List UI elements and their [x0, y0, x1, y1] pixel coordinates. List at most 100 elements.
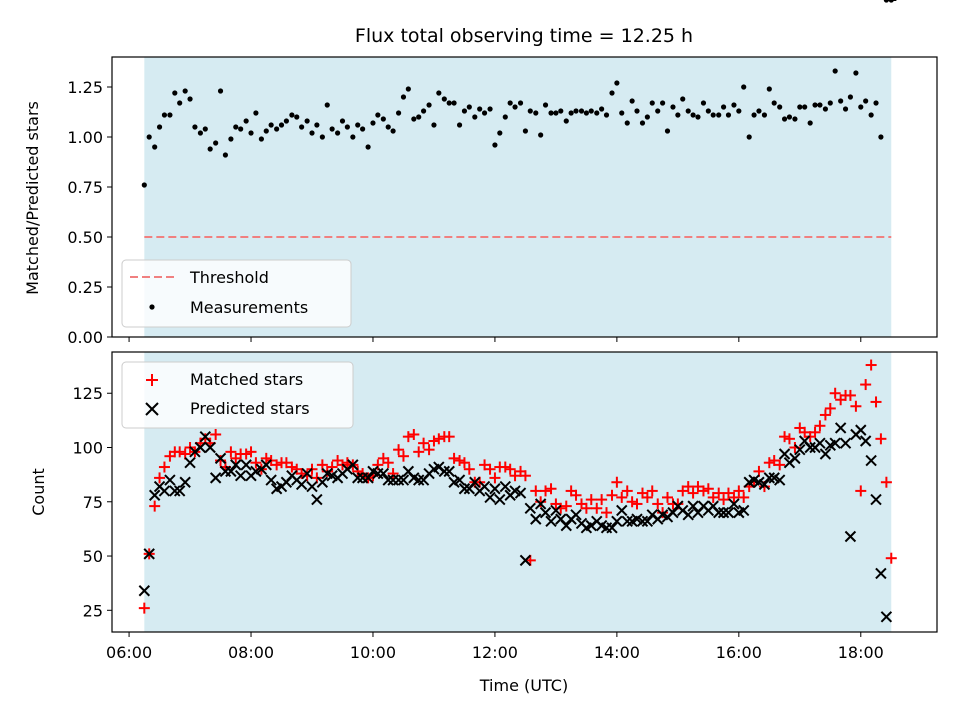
measurement-point	[573, 108, 579, 114]
x-tick-label: 14:00	[594, 643, 640, 662]
predicted-star-point	[260, 459, 272, 471]
measurement-point	[517, 100, 524, 106]
predicted-star-point	[789, 452, 801, 465]
top-panel-frame	[111, 56, 938, 338]
predicted-star-point	[616, 504, 628, 517]
measurement-point	[360, 126, 366, 132]
matched-star-point	[570, 489, 582, 501]
measurement-point	[863, 98, 869, 104]
matched-star-point	[728, 491, 740, 503]
matched-star-point	[210, 428, 222, 440]
legend-predicted-label: Predicted stars	[190, 399, 310, 418]
measurement-point	[375, 112, 381, 118]
matched-star-point	[352, 465, 364, 477]
measurement-point	[644, 114, 650, 120]
measurement-point	[472, 114, 478, 120]
matched-star-point	[499, 461, 511, 473]
legend-matched-label: Matched stars	[190, 370, 303, 389]
measurement-point	[492, 142, 498, 148]
predicted-star-point	[225, 465, 237, 478]
matched-star-point	[454, 455, 466, 467]
measurement-point	[466, 104, 472, 110]
predicted-star-point	[773, 474, 786, 486]
measurement-point	[751, 112, 757, 118]
matched-star-point	[850, 400, 862, 412]
predicted-star-point	[392, 474, 405, 486]
measurement-point	[802, 104, 808, 110]
predicted-star-point	[199, 430, 211, 443]
measurement-point	[781, 116, 788, 122]
matched-star-point	[738, 491, 750, 503]
predicted-star-point	[347, 459, 359, 471]
predicted-star-point	[855, 424, 867, 436]
measurement-point	[527, 108, 533, 114]
matched-star-point	[393, 444, 405, 456]
measurement-point	[314, 122, 320, 128]
legend-measurements-swatch	[149, 304, 155, 310]
top-panel-ylabel: Matched/Predicted stars	[23, 101, 42, 295]
measurement-point	[187, 96, 193, 102]
measurement-point	[858, 104, 864, 110]
measurement-point	[583, 110, 589, 116]
measurement-point	[634, 108, 640, 114]
measurement-point	[619, 110, 625, 116]
predicted-star-point	[636, 515, 649, 528]
chart-title: Flux total observing time = 12.25 h	[355, 25, 693, 47]
measurement-point	[797, 104, 803, 110]
y-tick-label: 0.75	[67, 178, 103, 197]
predicted-star-point	[545, 515, 557, 528]
matched-star-point	[855, 485, 867, 497]
measurement-point	[695, 114, 701, 120]
predicted-star-point	[514, 487, 527, 499]
measurement-point	[161, 112, 168, 118]
predicted-star-point	[524, 502, 536, 514]
matched-star-point	[870, 396, 882, 408]
predicted-star-point	[194, 441, 207, 454]
measurement-point	[568, 110, 574, 116]
matched-star-point	[397, 450, 409, 462]
predicted-star-point	[519, 554, 532, 567]
matched-star-point	[621, 485, 633, 497]
matched-star-point	[271, 459, 283, 471]
matched-star-point	[372, 459, 384, 471]
matched-star-point	[585, 494, 597, 506]
measurement-point	[639, 120, 646, 126]
measurement-point	[274, 126, 280, 132]
predicted-star-point	[494, 493, 506, 506]
measurement-point	[365, 144, 371, 150]
y-tick-label: 125	[72, 384, 103, 403]
measurement-point	[395, 110, 402, 116]
measurement-point	[481, 110, 488, 116]
measurement-point	[177, 100, 183, 106]
measurement-point	[873, 100, 879, 106]
measurement-point	[202, 126, 208, 132]
measurement-point	[233, 124, 239, 130]
predicted-star-point	[204, 441, 216, 454]
measurement-point	[319, 134, 325, 140]
predicted-star-point	[214, 452, 227, 465]
measurement-point	[649, 100, 655, 106]
predicted-star-point	[458, 483, 471, 495]
predicted-star-point	[829, 437, 841, 449]
matched-star-point	[418, 437, 430, 449]
predicted-star-point	[316, 476, 329, 488]
matched-star-point	[433, 433, 445, 445]
predicted-star-point	[209, 472, 222, 484]
matched-star-point	[387, 468, 399, 480]
measurement-point	[192, 124, 198, 130]
matched-star-point	[596, 494, 608, 506]
predicted-star-point	[560, 519, 572, 532]
measurement-point	[868, 112, 874, 118]
measurement-point	[664, 128, 671, 134]
predicted-star-point	[550, 504, 562, 517]
predicted-star-point	[717, 506, 730, 519]
measurement-point	[248, 130, 254, 136]
measurement-point	[451, 100, 457, 106]
measurement-point	[731, 102, 737, 108]
measurement-point	[838, 98, 844, 104]
predicted-star-point	[530, 513, 542, 525]
matched-star-point	[504, 463, 516, 475]
measurement-point	[156, 124, 163, 130]
measurement-point	[542, 102, 549, 108]
matched-star-point	[646, 485, 658, 497]
